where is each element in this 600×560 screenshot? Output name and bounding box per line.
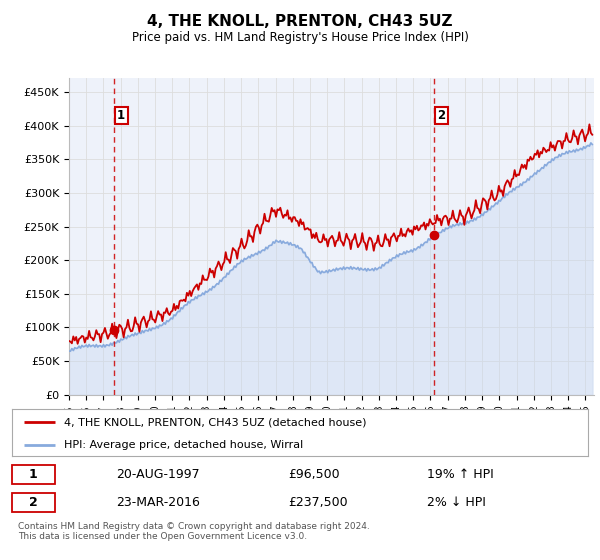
Text: Price paid vs. HM Land Registry's House Price Index (HPI): Price paid vs. HM Land Registry's House … xyxy=(131,31,469,44)
Text: 1: 1 xyxy=(29,468,38,481)
FancyBboxPatch shape xyxy=(12,493,55,512)
Text: 20-AUG-1997: 20-AUG-1997 xyxy=(116,468,199,481)
FancyBboxPatch shape xyxy=(12,465,55,484)
Text: 2% ↓ HPI: 2% ↓ HPI xyxy=(427,496,485,509)
Text: Contains HM Land Registry data © Crown copyright and database right 2024.
This d: Contains HM Land Registry data © Crown c… xyxy=(18,522,370,542)
Text: 19% ↑ HPI: 19% ↑ HPI xyxy=(427,468,493,481)
Text: 2: 2 xyxy=(29,496,38,509)
Text: 1: 1 xyxy=(117,109,125,122)
Text: 4, THE KNOLL, PRENTON, CH43 5UZ: 4, THE KNOLL, PRENTON, CH43 5UZ xyxy=(147,14,453,29)
Text: £96,500: £96,500 xyxy=(289,468,340,481)
Text: £237,500: £237,500 xyxy=(289,496,348,509)
Text: 4, THE KNOLL, PRENTON, CH43 5UZ (detached house): 4, THE KNOLL, PRENTON, CH43 5UZ (detache… xyxy=(64,417,367,427)
Text: 23-MAR-2016: 23-MAR-2016 xyxy=(116,496,200,509)
Text: 2: 2 xyxy=(437,109,445,122)
Text: HPI: Average price, detached house, Wirral: HPI: Average price, detached house, Wirr… xyxy=(64,440,303,450)
